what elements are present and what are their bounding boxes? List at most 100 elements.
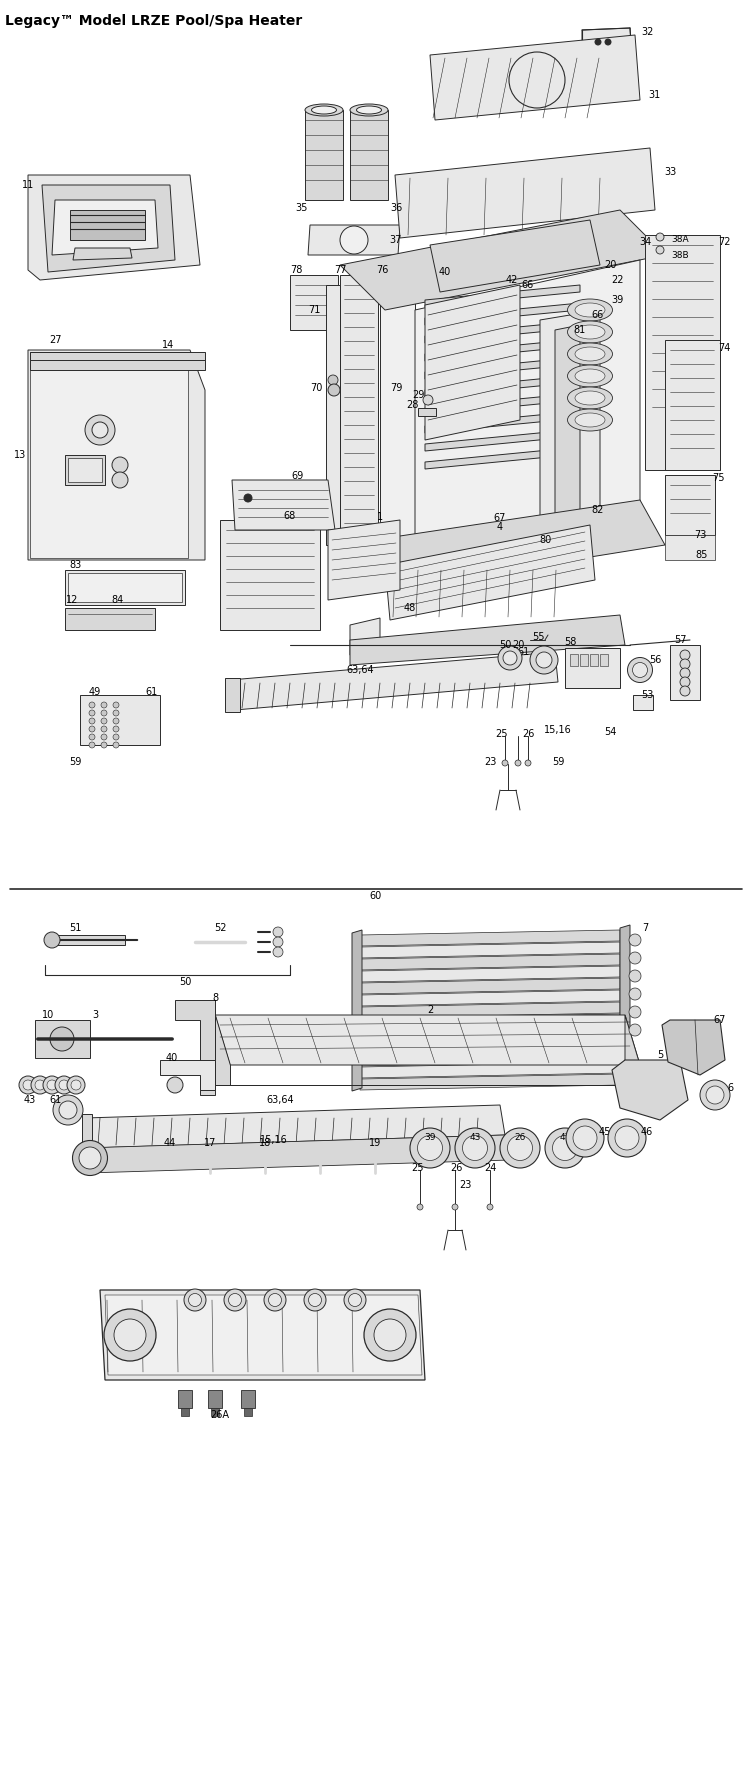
Polygon shape	[220, 519, 320, 629]
Circle shape	[423, 395, 433, 405]
Bar	[65, 571, 185, 605]
Ellipse shape	[615, 1125, 639, 1150]
Circle shape	[89, 709, 95, 717]
Text: 26: 26	[514, 1134, 526, 1143]
Polygon shape	[415, 260, 640, 546]
Text: 55: 55	[532, 631, 544, 642]
Polygon shape	[425, 428, 580, 452]
Polygon shape	[225, 677, 240, 711]
Polygon shape	[328, 519, 400, 599]
Bar	[55, 935, 125, 944]
Polygon shape	[425, 375, 580, 396]
Text: 26: 26	[450, 1163, 462, 1173]
Circle shape	[417, 1204, 423, 1211]
Polygon shape	[360, 990, 620, 1006]
Bar	[241, 1390, 255, 1408]
Text: 83: 83	[69, 560, 81, 571]
Bar	[590, 654, 598, 667]
Ellipse shape	[311, 107, 336, 114]
Circle shape	[328, 375, 338, 386]
Text: 74: 74	[718, 343, 730, 354]
Polygon shape	[612, 1060, 688, 1120]
Circle shape	[50, 1028, 74, 1051]
Circle shape	[525, 759, 531, 766]
Text: 72: 72	[717, 236, 730, 247]
Circle shape	[44, 932, 60, 948]
Ellipse shape	[264, 1289, 286, 1310]
Polygon shape	[85, 1104, 505, 1149]
Circle shape	[92, 421, 108, 437]
Text: 40: 40	[166, 1053, 178, 1063]
Circle shape	[328, 384, 340, 396]
Text: 40: 40	[439, 267, 451, 277]
Ellipse shape	[568, 299, 612, 322]
Circle shape	[101, 702, 107, 708]
Ellipse shape	[364, 1309, 416, 1360]
Text: 46: 46	[641, 1127, 653, 1136]
Text: 59: 59	[69, 757, 81, 766]
Circle shape	[55, 1076, 73, 1093]
Text: 61: 61	[518, 647, 530, 658]
Polygon shape	[582, 28, 632, 60]
Polygon shape	[82, 1134, 510, 1173]
Ellipse shape	[530, 645, 558, 674]
Circle shape	[605, 39, 611, 44]
Ellipse shape	[575, 347, 605, 361]
Text: 80: 80	[539, 535, 551, 546]
Polygon shape	[105, 1294, 422, 1374]
Text: 34: 34	[639, 236, 651, 247]
Circle shape	[101, 709, 107, 717]
Text: 17: 17	[204, 1138, 216, 1149]
Ellipse shape	[545, 1127, 585, 1168]
Circle shape	[113, 702, 119, 708]
Polygon shape	[215, 1015, 640, 1065]
Circle shape	[43, 1076, 61, 1093]
Text: 57: 57	[674, 635, 687, 645]
Ellipse shape	[627, 658, 653, 683]
Polygon shape	[360, 1026, 620, 1042]
Polygon shape	[30, 352, 188, 558]
Text: 54: 54	[604, 727, 616, 738]
Polygon shape	[100, 1291, 425, 1380]
Text: 66: 66	[592, 309, 604, 320]
Text: 22: 22	[611, 276, 623, 284]
Text: 79: 79	[390, 382, 402, 393]
Circle shape	[113, 725, 119, 733]
Polygon shape	[360, 1061, 620, 1077]
Circle shape	[47, 1079, 57, 1090]
Polygon shape	[430, 36, 640, 119]
Circle shape	[680, 651, 690, 660]
Circle shape	[273, 948, 283, 957]
Bar	[178, 1390, 192, 1408]
Text: 67: 67	[714, 1015, 726, 1024]
Circle shape	[19, 1076, 37, 1093]
Text: 25: 25	[496, 729, 508, 740]
Ellipse shape	[344, 1289, 366, 1310]
Text: 1: 1	[377, 512, 383, 523]
Polygon shape	[360, 1051, 620, 1067]
Polygon shape	[645, 235, 720, 469]
Text: 28: 28	[406, 400, 418, 411]
Text: 45: 45	[599, 1127, 611, 1136]
Polygon shape	[360, 942, 620, 958]
Ellipse shape	[568, 409, 612, 430]
Text: 24: 24	[484, 1163, 496, 1173]
Text: 6: 6	[727, 1083, 733, 1093]
Ellipse shape	[268, 1294, 281, 1307]
Text: 25: 25	[412, 1163, 424, 1173]
Circle shape	[89, 718, 95, 724]
Ellipse shape	[706, 1086, 724, 1104]
Bar	[565, 647, 620, 688]
Text: 15,16: 15,16	[260, 1134, 288, 1145]
Polygon shape	[665, 340, 720, 469]
Text: 44: 44	[164, 1138, 176, 1149]
Circle shape	[629, 1006, 641, 1019]
Bar	[82, 1115, 92, 1149]
Bar	[418, 407, 436, 416]
Circle shape	[629, 1024, 641, 1037]
Text: 63,64: 63,64	[346, 665, 374, 676]
Polygon shape	[340, 210, 665, 309]
Text: 52: 52	[214, 923, 226, 933]
Polygon shape	[230, 653, 558, 709]
Text: 58: 58	[564, 637, 576, 647]
